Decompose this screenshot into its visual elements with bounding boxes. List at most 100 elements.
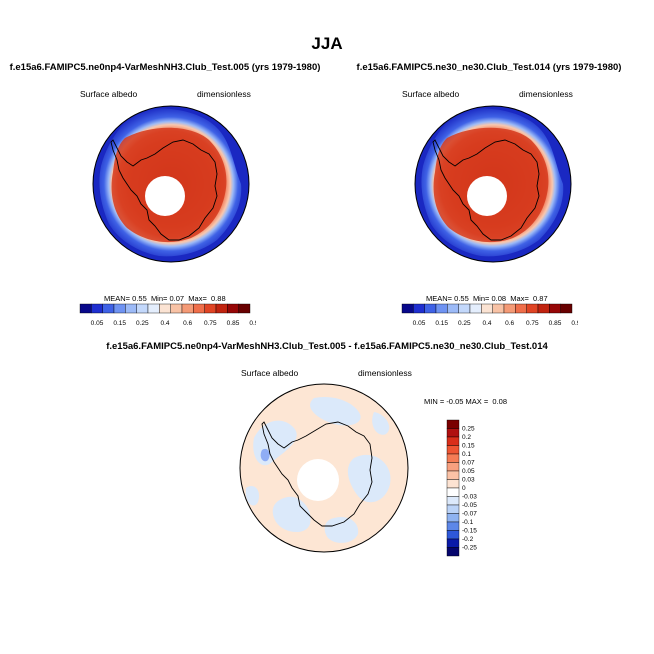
colorbar-tick-label: 0.6 <box>183 320 192 327</box>
colorbar-swatch <box>446 513 460 523</box>
diff-panel-title: f.e15a6.FAMIPC5.ne0np4-VarMeshNH3.Club_T… <box>106 341 548 352</box>
diff-units-label: dimensionless <box>358 368 412 378</box>
colorbar-tick-label: 0.95 <box>571 320 578 327</box>
colorbar-tick-label: 0.6 <box>505 320 514 327</box>
diff-negative-patch <box>310 396 361 426</box>
test-colorbar: 0.05 0.15 0.25 0.4 0.6 0.75 0.85 0.95 <box>79 303 256 327</box>
control-stats: MEAN= 0.55 Min= 0.08 Max= 0.87 <box>426 294 548 303</box>
pole-hole <box>297 459 339 501</box>
control-min-value: 0.08 <box>491 294 507 303</box>
colorbar-tick-label: 0.07 <box>462 460 475 467</box>
colorbar-tick-label: -0.2 <box>462 536 474 543</box>
colorbar-tick-label: 0.15 <box>435 320 448 327</box>
diff-max-label: MAX = <box>465 397 489 406</box>
antarctica-coastline <box>432 139 540 241</box>
colorbar-swatch <box>125 303 137 314</box>
colorbar-swatch <box>481 303 493 314</box>
control-panel-title: f.e15a6.FAMIPC5.ne30_ne30.Club_Test.014 … <box>356 62 622 73</box>
colorbar-tick-label: -0.25 <box>462 545 477 552</box>
colorbar-swatch <box>136 303 149 314</box>
colorbar-tick-label: -0.05 <box>462 502 477 509</box>
colorbar-swatch <box>446 496 460 506</box>
colorbar-tick-label: 0 <box>462 485 466 492</box>
colorbar-tick-label: 0.85 <box>227 320 240 327</box>
colorbar-swatch <box>215 303 228 314</box>
diff-min-value: -0.05 <box>446 397 464 406</box>
colorbar-tick-label: 0.4 <box>160 320 169 327</box>
colorbar-tick-label: 0.75 <box>204 320 217 327</box>
map-border <box>92 105 250 263</box>
colorbar-swatch <box>458 303 471 314</box>
diff-stats: MIN = -0.05 MAX = 0.08 <box>424 397 507 406</box>
colorbar-tick-label: 0.05 <box>413 320 426 327</box>
colorbar-tick-label: -0.1 <box>462 519 474 526</box>
diff-colorbar: 0.250.2 0.150.1 0.070.05 0.030 -0.03-0.05 -0.… <box>446 419 477 557</box>
colorbar-swatch <box>503 303 516 314</box>
control-mean-label: MEAN= <box>426 294 453 303</box>
colorbar-swatch <box>446 419 460 429</box>
colorbar-tick-label: -0.03 <box>462 494 477 501</box>
colorbar-tick-label: 0.95 <box>249 320 256 327</box>
colorbar-tick-label: 0.25 <box>462 426 475 433</box>
diff-variable-label: Surface albedo <box>241 368 299 378</box>
colorbar-swatch <box>147 303 160 314</box>
colorbar-tick-label: -0.15 <box>462 528 477 535</box>
colorbar-swatch <box>401 303 414 314</box>
colorbar-swatch <box>537 303 550 314</box>
colorbar-swatch <box>446 470 460 480</box>
control-min-label: Min= <box>472 294 490 303</box>
colorbar-tick-label: 0.15 <box>462 443 475 450</box>
colorbar-tick-label: 0.15 <box>113 320 126 327</box>
pole-hole <box>145 176 185 216</box>
test-panel-title: f.e15a6.FAMIPC5.ne0np4-VarMeshNH3.Club_T… <box>9 62 321 73</box>
diff-min-label: MIN = <box>424 397 445 406</box>
diff-negative-patch <box>272 496 311 533</box>
colorbar-swatch <box>446 462 460 472</box>
control-max-value: 0.87 <box>533 294 548 303</box>
colorbar-swatch <box>446 547 460 557</box>
main-title: JJA <box>311 34 343 53</box>
colorbar-swatch <box>102 303 115 314</box>
colorbar-swatch <box>549 303 561 314</box>
colorbar-swatch <box>446 453 460 463</box>
colorbar-tick-label: 0.1 <box>462 451 471 458</box>
control-colorbar: 0.05 0.15 0.25 0.4 0.6 0.75 0.85 0.95 <box>401 303 578 327</box>
colorbar-tick-label: -0.07 <box>462 511 477 518</box>
test-mean-label: MEAN= <box>104 294 131 303</box>
diff-negative-patch-strong <box>260 448 270 462</box>
control-polar-map <box>414 105 572 263</box>
diff-negative-patch <box>347 454 391 503</box>
colorbar-swatch <box>113 303 126 314</box>
colorbar-swatch <box>469 303 482 314</box>
colorbar-swatch <box>446 504 460 514</box>
test-mean-value: 0.55 <box>132 294 147 303</box>
colorbar-swatch <box>446 521 460 531</box>
colorbar-tick-label: 0.05 <box>91 320 104 327</box>
colorbar-tick-label: 0.85 <box>549 320 562 327</box>
map-border <box>414 105 572 263</box>
colorbar-swatch <box>446 436 460 446</box>
colorbar-swatch <box>170 303 183 314</box>
pole-hole <box>467 176 507 216</box>
colorbar-swatch <box>413 303 425 314</box>
colorbar-swatch <box>446 487 460 497</box>
colorbar-swatch <box>159 303 171 314</box>
test-polar-map <box>92 105 250 263</box>
colorbar-tick-label: 0.05 <box>462 468 475 475</box>
colorbar-tick-label: 0.2 <box>462 434 471 441</box>
colorbar-swatch <box>560 303 573 314</box>
diff-polar-map <box>239 383 409 553</box>
colorbar-tick-label: 0.03 <box>462 477 475 484</box>
colorbar-swatch <box>526 303 539 314</box>
colorbar-tick-label: 0.4 <box>482 320 491 327</box>
colorbar-swatch <box>181 303 194 314</box>
colorbar-swatch <box>447 303 459 314</box>
colorbar-tick-label: 0.25 <box>136 320 149 327</box>
colorbar-swatch <box>492 303 505 314</box>
colorbar-swatch <box>91 303 103 314</box>
antarctica-coastline <box>261 421 373 527</box>
diff-negative-patch <box>324 516 359 543</box>
colorbar-swatch <box>79 303 92 314</box>
colorbar-tick-label: 0.75 <box>526 320 539 327</box>
test-variable-label: Surface albedo <box>80 89 138 99</box>
